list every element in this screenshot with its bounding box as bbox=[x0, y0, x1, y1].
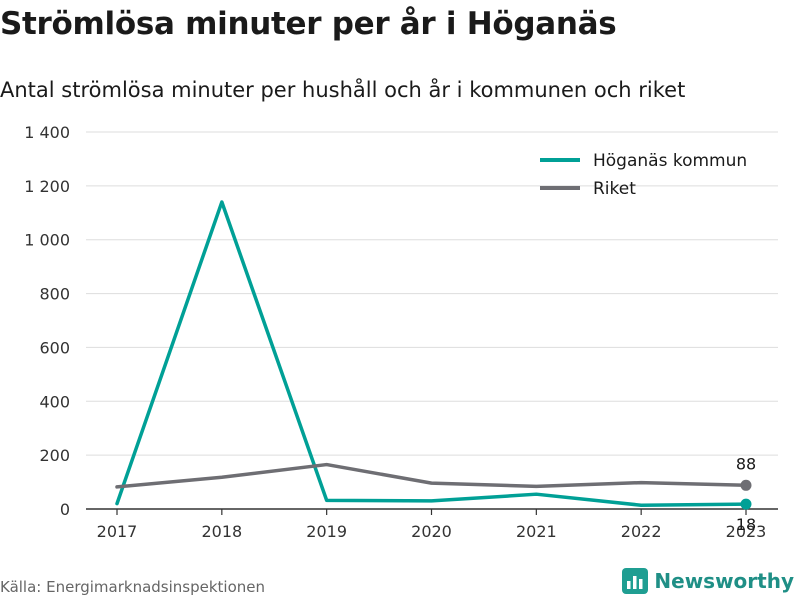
x-tick-label: 2022 bbox=[621, 522, 662, 541]
y-tick-label: 400 bbox=[39, 392, 70, 411]
x-tick-label: 2023 bbox=[726, 522, 767, 541]
chart-title: Strömlösa minuter per år i Höganäs bbox=[0, 6, 617, 42]
legend-label-hoganas: Höganäs kommun bbox=[593, 151, 747, 171]
series-line-riket bbox=[115, 462, 748, 489]
legend: Höganäs kommun Riket bbox=[540, 151, 747, 199]
end-label-hoganas: 18 bbox=[736, 515, 756, 534]
y-tick-label: 1 400 bbox=[24, 123, 70, 142]
end-point-hoganas bbox=[740, 498, 752, 510]
y-tick-label: 0 bbox=[60, 500, 70, 519]
y-tick-label: 800 bbox=[39, 285, 70, 304]
x-tick-label: 2018 bbox=[201, 522, 242, 541]
source-note: Källa: Energimarknadsinspektionen bbox=[0, 578, 266, 596]
grid-lines bbox=[86, 131, 778, 456]
x-tick-label: 2021 bbox=[516, 522, 557, 541]
bar-chart-logo-icon bbox=[622, 568, 649, 594]
x-tick-label: 2019 bbox=[306, 522, 347, 541]
legend-label-riket: Riket bbox=[593, 179, 636, 199]
y-axis-ticks: 0 200 400 600 800 1 000 1 200 1 400 bbox=[24, 123, 70, 519]
x-tick-label: 2017 bbox=[97, 522, 138, 541]
x-axis: 2017 2018 2019 2020 2021 2022 2023 bbox=[86, 508, 778, 541]
y-tick-label: 200 bbox=[39, 446, 70, 465]
series-line-hoganas bbox=[115, 200, 748, 507]
y-tick-label: 1 000 bbox=[24, 231, 70, 250]
end-label-riket: 88 bbox=[736, 454, 756, 473]
end-point-riket bbox=[740, 479, 752, 491]
y-tick-label: 1 200 bbox=[24, 177, 70, 196]
y-tick-label: 600 bbox=[39, 338, 70, 357]
brand-name: Newsworthy bbox=[654, 569, 794, 593]
brand-logo: Newsworthy bbox=[622, 568, 794, 594]
x-tick-label: 2020 bbox=[411, 522, 452, 541]
chart-subtitle: Antal strömlösa minuter per hushåll och … bbox=[0, 78, 686, 102]
